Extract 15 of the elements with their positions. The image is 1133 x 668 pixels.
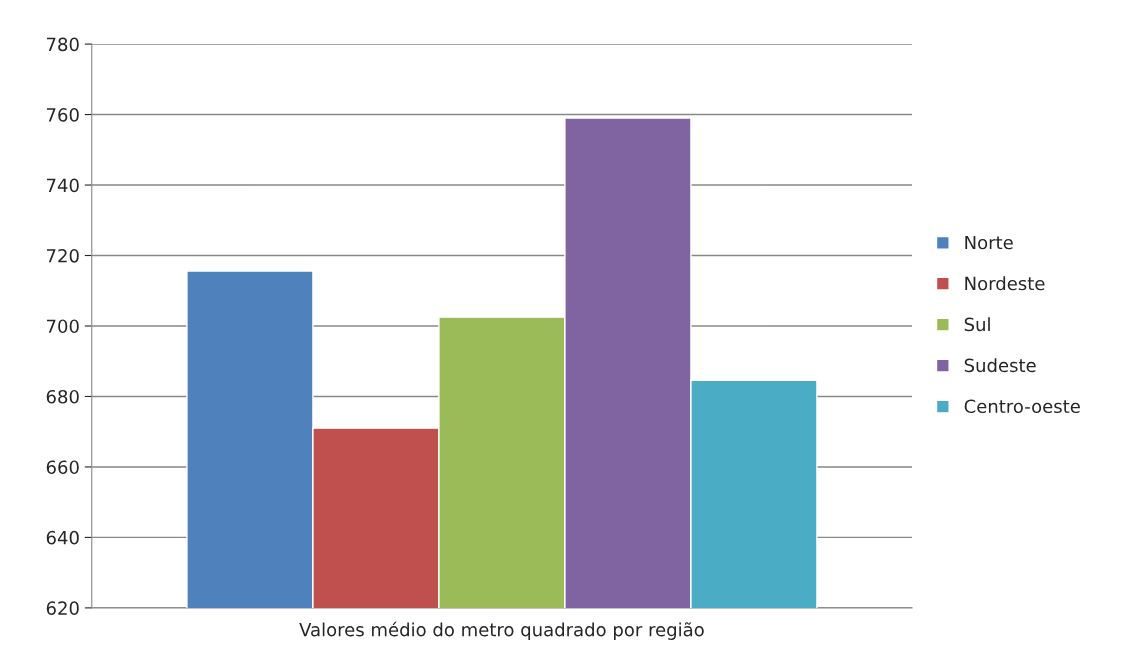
legend-label: Centro-oeste	[964, 399, 1080, 414]
y-tick-label: 700	[46, 319, 79, 334]
legend-label: Norte	[965, 235, 1013, 250]
y-tick-label: 680	[46, 389, 79, 404]
y-tick-label: 660	[46, 460, 79, 475]
x-tick-label: Valores médio do metro quadrado por região	[299, 621, 704, 640]
legend-label: Nordeste	[965, 276, 1045, 291]
y-tick-label: 620	[46, 601, 79, 615]
y-tick-label: 720	[46, 248, 79, 263]
y-tick-label: 640	[46, 530, 79, 545]
legend-label: Sudeste	[964, 358, 1036, 373]
legend-label: Sul	[964, 317, 990, 332]
y-tick-label: 740	[46, 178, 79, 193]
y-tick-label: 760	[46, 108, 79, 122]
y-tick-label: 780	[46, 37, 79, 52]
